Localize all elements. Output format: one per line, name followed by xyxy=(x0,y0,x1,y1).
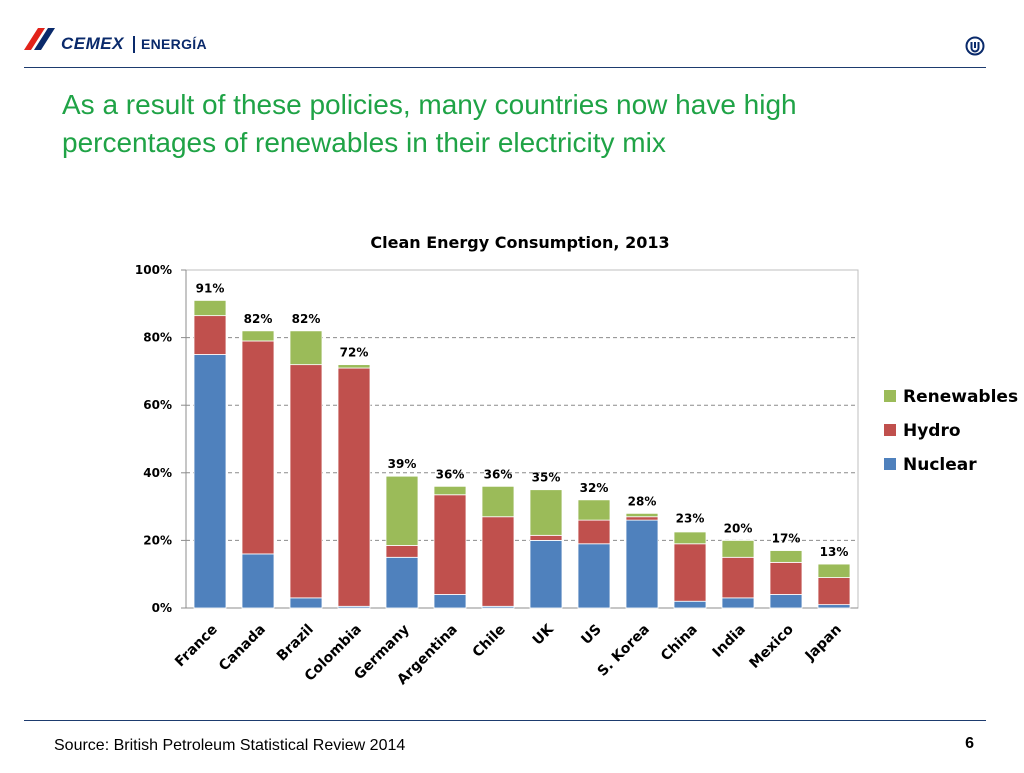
bar-segment-nuclear xyxy=(577,543,611,609)
bars xyxy=(193,300,851,609)
bar-segment-renewables xyxy=(769,550,803,563)
total-label: 82% xyxy=(244,312,273,326)
bar-segment-nuclear xyxy=(385,556,419,609)
category-label: US xyxy=(578,622,604,648)
bar-segment-renewables xyxy=(721,540,755,558)
bar-segment-hydro xyxy=(721,556,755,599)
total-label: 82% xyxy=(292,312,321,326)
bar-segment-nuclear xyxy=(241,553,275,609)
total-label: 13% xyxy=(820,545,849,559)
bar-segment-renewables xyxy=(241,330,275,342)
bar-segment-hydro xyxy=(481,516,515,607)
bar-segment-hydro xyxy=(433,494,467,595)
cemex-logo xyxy=(24,26,264,56)
bar-segment-renewables xyxy=(193,300,227,317)
bar-segment-nuclear xyxy=(721,597,755,609)
y-tick-label: 80% xyxy=(143,331,172,345)
category-label: Brazil xyxy=(274,622,317,665)
header-divider xyxy=(24,67,986,68)
total-label: 36% xyxy=(436,467,465,481)
y-tick-label: 60% xyxy=(143,398,172,412)
total-label: 17% xyxy=(772,532,801,546)
total-label: 36% xyxy=(484,467,513,481)
bar-segment-renewables xyxy=(673,531,707,545)
grid-lines xyxy=(186,269,858,541)
legend-swatch-renewables xyxy=(884,390,896,402)
category-label: China xyxy=(658,622,701,665)
category-label: S. Korea xyxy=(595,622,653,680)
total-label: 23% xyxy=(676,511,705,525)
bar-segment-renewables xyxy=(481,485,515,518)
bar-segment-hydro xyxy=(193,315,227,355)
category-label: Canada xyxy=(216,622,269,675)
y-tick-label: 0% xyxy=(152,601,172,615)
total-label: 91% xyxy=(196,281,225,295)
legend-swatch-hydro xyxy=(884,424,896,436)
page-number: 6 xyxy=(965,735,974,752)
legend: Renewables Hydro Nuclear xyxy=(884,387,1018,475)
bar-segment-hydro xyxy=(625,516,659,521)
total-label: 20% xyxy=(724,521,753,535)
source-note: Source: British Petroleum Statistical Re… xyxy=(54,737,406,754)
brand-name: CEMEX xyxy=(61,34,124,53)
bar-segment-renewables xyxy=(529,489,563,536)
brand-subtitle: ENERGÍA xyxy=(141,36,207,52)
bar-segment-hydro xyxy=(817,577,851,606)
legend-label-renewables: Renewables xyxy=(903,387,1018,407)
bar-segment-hydro xyxy=(529,534,563,541)
total-label: 72% xyxy=(340,346,369,360)
bar-segment-hydro xyxy=(241,340,275,555)
plot-area xyxy=(185,269,859,609)
bar-segment-nuclear xyxy=(193,354,227,609)
slide-title-line-1: As a result of these policies, many coun… xyxy=(62,89,797,120)
bar-segment-hydro xyxy=(385,545,419,558)
bar-segment-renewables xyxy=(289,330,323,366)
bar-segment-renewables xyxy=(817,563,851,578)
category-label: India xyxy=(710,622,749,661)
legend-label-nuclear: Nuclear xyxy=(903,455,977,475)
bar-segment-nuclear xyxy=(673,600,707,609)
y-tick-label: 20% xyxy=(143,533,172,547)
bar-segment-nuclear xyxy=(529,540,563,609)
bar-segment-hydro xyxy=(337,367,371,607)
category-label: France xyxy=(172,622,221,671)
bar-segment-hydro xyxy=(577,519,611,545)
bar-segment-nuclear xyxy=(769,594,803,609)
bar-segment-nuclear xyxy=(289,597,323,609)
total-label: 32% xyxy=(580,481,609,495)
bar-segment-renewables xyxy=(577,499,611,521)
chart-title: Clean Energy Consumption, 2013 xyxy=(370,233,669,252)
total-label: 39% xyxy=(388,457,417,471)
legend-label-hydro: Hydro xyxy=(903,421,961,441)
category-label: Japan xyxy=(802,622,845,665)
bar-segment-renewables xyxy=(625,512,659,518)
bar-segment-nuclear xyxy=(625,519,659,609)
bar-segment-nuclear xyxy=(433,594,467,609)
bar-segment-nuclear xyxy=(817,604,851,609)
total-label: 35% xyxy=(532,471,561,485)
category-label: Mexico xyxy=(746,621,797,672)
bar-segment-renewables xyxy=(385,475,419,546)
y-tick-label: 100% xyxy=(135,263,172,277)
bar-segment-hydro xyxy=(673,543,707,602)
total-label: 28% xyxy=(628,494,657,508)
bar-segment-hydro xyxy=(289,364,323,599)
bar-segment-hydro xyxy=(769,561,803,595)
logo-stripes-icon xyxy=(24,28,55,50)
category-label: UK xyxy=(530,621,558,649)
slide-title: As a result of these policies, many coun… xyxy=(62,86,942,162)
corner-badge-icon xyxy=(965,36,985,56)
data-labels: 91% 82% 82% 72% 39% 36% 36% 35% 32% 28% 23% 20% 17% 1… xyxy=(196,281,849,559)
slide-title-line-2: percentages of renewables in their elect… xyxy=(62,127,666,158)
bar-segment-renewables xyxy=(337,364,371,369)
legend-swatch-nuclear xyxy=(884,458,896,470)
footer-divider xyxy=(24,720,986,721)
category-label: Chile xyxy=(470,622,509,661)
bar-segment-renewables xyxy=(433,485,467,496)
brand-separator xyxy=(133,36,135,53)
y-tick-label: 40% xyxy=(143,466,172,480)
